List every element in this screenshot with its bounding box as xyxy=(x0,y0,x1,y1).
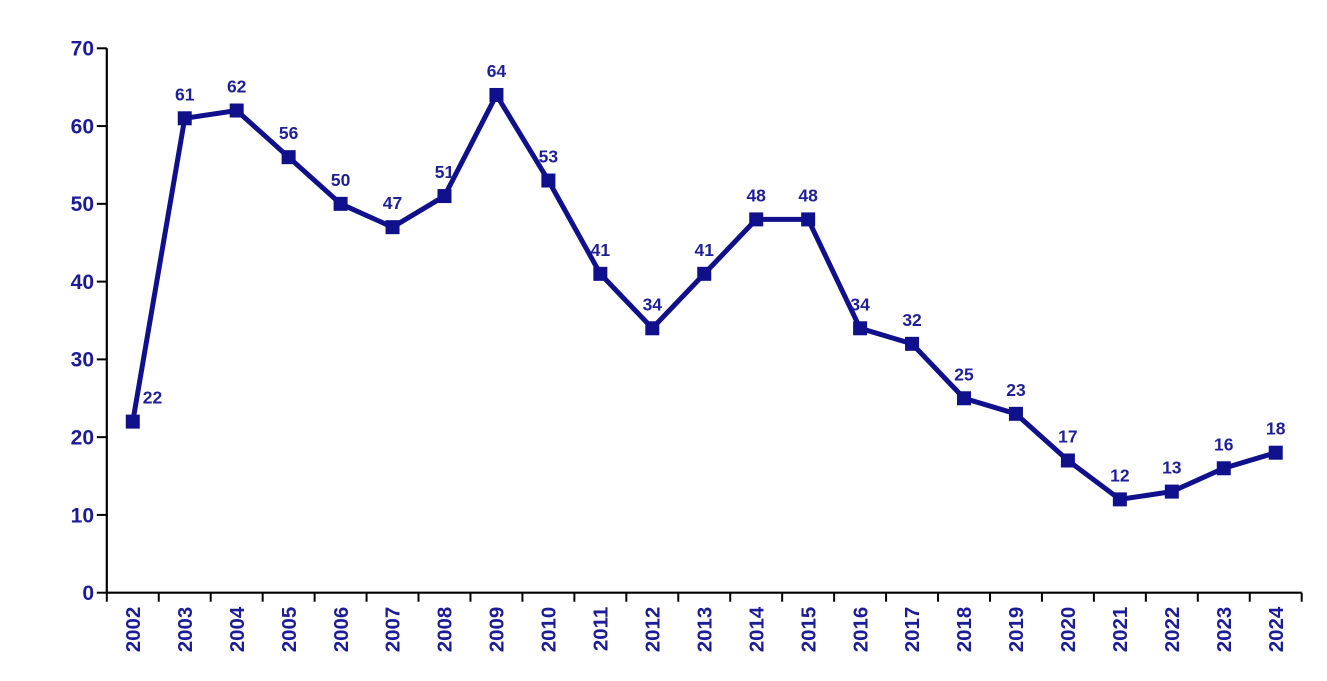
data-point-label: 41 xyxy=(695,240,715,260)
x-tick-label: 2018 xyxy=(953,607,976,653)
x-tick-label: 2002 xyxy=(122,607,145,653)
data-point-marker xyxy=(437,189,452,204)
x-tick-label: 2005 xyxy=(278,607,301,653)
series-line xyxy=(130,89,1279,503)
x-tick-label: 2017 xyxy=(901,607,924,653)
x-tick-label: 2004 xyxy=(226,606,249,652)
data-point-label: 12 xyxy=(1110,465,1130,485)
x-tick-label: 2022 xyxy=(1161,607,1184,653)
x-tick-label: 2020 xyxy=(1057,607,1080,653)
x-tick-label: 2006 xyxy=(330,607,353,653)
x-tick-label: 2019 xyxy=(1005,607,1028,653)
data-point-label: 62 xyxy=(227,77,247,97)
x-tick-label: 2015 xyxy=(797,607,820,653)
data-point-marker xyxy=(229,103,244,118)
x-tick-label: 2024 xyxy=(1265,606,1288,652)
data-point-marker xyxy=(1008,406,1023,421)
data-point-label: 51 xyxy=(435,162,455,182)
x-tick-label: 2014 xyxy=(745,606,768,652)
data-point-marker xyxy=(1268,445,1283,460)
data-point-marker xyxy=(749,212,764,227)
data-point-label: 23 xyxy=(1006,380,1026,400)
data-point-marker xyxy=(177,111,192,126)
x-tick-label: 2008 xyxy=(434,607,457,653)
data-point-marker xyxy=(645,321,660,336)
y-tick-label: 10 xyxy=(71,504,94,527)
data-point-label: 53 xyxy=(539,147,559,167)
y-tick-label: 30 xyxy=(71,349,94,372)
data-point-label: 22 xyxy=(143,388,163,408)
x-tick-label: 2011 xyxy=(590,607,613,651)
data-point-marker xyxy=(905,336,920,351)
data-point-label: 56 xyxy=(279,123,299,143)
data-point-label: 32 xyxy=(902,310,922,330)
data-point-label: 34 xyxy=(850,294,870,314)
data-point-label: 18 xyxy=(1266,419,1286,439)
data-point-label: 13 xyxy=(1162,458,1182,478)
data-point-marker xyxy=(697,266,712,281)
data-point-label: 61 xyxy=(175,84,195,104)
data-point-marker xyxy=(125,414,140,429)
y-tick-label: 50 xyxy=(71,193,94,216)
data-point-label: 64 xyxy=(487,61,507,81)
data-point-marker xyxy=(1216,461,1231,476)
x-tick-label: 2016 xyxy=(849,607,872,653)
y-tick-label: 60 xyxy=(71,115,94,138)
data-point-label: 41 xyxy=(591,240,611,260)
data-point-marker xyxy=(957,391,972,406)
data-point-label: 17 xyxy=(1058,426,1077,446)
data-point-marker xyxy=(333,196,348,211)
data-point-marker xyxy=(489,87,504,102)
y-tick-label: 20 xyxy=(71,427,94,450)
x-tick-label: 2013 xyxy=(693,607,716,653)
x-tick-label: 2021 xyxy=(1109,607,1132,653)
data-point-marker xyxy=(593,266,608,281)
y-tick-label: 0 xyxy=(82,582,94,605)
x-tick-label: 2007 xyxy=(382,607,405,653)
data-point-marker xyxy=(1164,484,1179,499)
data-point-marker xyxy=(541,173,556,188)
data-point-marker xyxy=(385,220,400,235)
data-point-label: 34 xyxy=(643,294,663,314)
x-tick-label: 2010 xyxy=(538,607,561,653)
data-point-marker xyxy=(853,321,868,336)
y-tick-label: 40 xyxy=(71,271,94,294)
data-point-label: 50 xyxy=(331,170,351,190)
y-tick-label: 70 xyxy=(71,38,94,61)
x-tick-label: 2009 xyxy=(486,607,509,653)
data-point-label: 48 xyxy=(746,185,766,205)
data-point-label: 48 xyxy=(798,185,818,205)
data-point-label: 47 xyxy=(383,193,402,213)
data-point-marker xyxy=(1060,453,1075,468)
x-tick-label: 2012 xyxy=(641,607,664,653)
x-tick-label: 2003 xyxy=(174,607,197,653)
data-point-marker xyxy=(1112,492,1127,507)
data-point-marker xyxy=(801,212,816,227)
data-point-marker xyxy=(281,150,296,165)
data-point-label: 25 xyxy=(954,364,974,384)
data-point-label: 16 xyxy=(1214,434,1234,454)
x-tick-label: 2023 xyxy=(1213,607,1236,653)
